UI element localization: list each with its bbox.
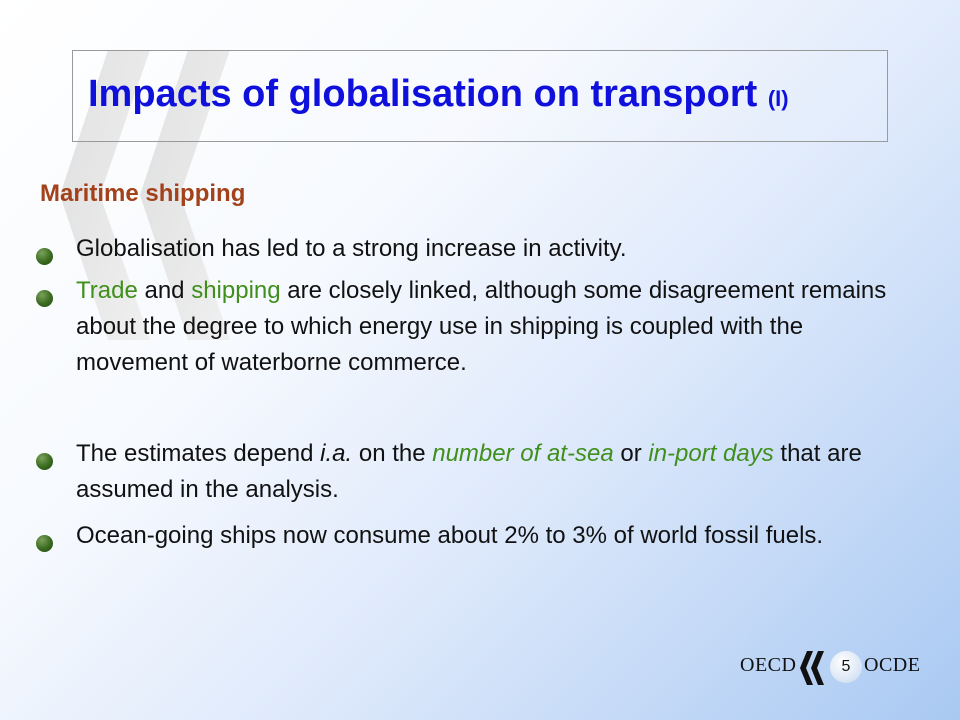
oecd-chevron-logo-icon bbox=[800, 651, 824, 685]
footer-ocde-label: OCDE bbox=[864, 654, 921, 676]
bullet-highlight-at-sea: number of at-sea bbox=[432, 440, 614, 467]
bullet-segment: and bbox=[137, 277, 192, 304]
bullet-dot-icon bbox=[36, 535, 53, 552]
bullet-segment: that are assumed in the analysis. bbox=[76, 440, 862, 503]
bullet-text: Ocean-going ships now consume about 2% t… bbox=[76, 518, 896, 554]
bullet-segment: Globalisation has led to a strong increa… bbox=[76, 235, 627, 262]
bullet-segment: or bbox=[613, 440, 649, 467]
bullet-segment: on the bbox=[352, 440, 433, 467]
footer-logo: OECD 5 OCDE bbox=[740, 648, 940, 688]
bullet-segment: are closely linked, although some disagr… bbox=[76, 277, 887, 376]
bullet-segment: The estimates depend bbox=[76, 440, 321, 467]
slide-title: Impacts of globalisation on transport (I… bbox=[88, 73, 789, 116]
bullet-highlight-in-port: in-port days bbox=[648, 440, 774, 467]
footer-oecd-label: OECD bbox=[740, 654, 797, 676]
title-frame bbox=[72, 50, 888, 142]
section-heading: Maritime shipping bbox=[40, 180, 246, 207]
bullet-highlight-trade: Trade bbox=[76, 277, 138, 304]
page-number: 5 bbox=[830, 651, 862, 683]
bullet-text: The estimates depend i.a. on the number … bbox=[76, 436, 896, 508]
bullet-text: Globalisation has led to a strong increa… bbox=[76, 231, 896, 267]
bullet-segment: Ocean-going ships now consume about 2% t… bbox=[76, 522, 824, 549]
bullet-dot-icon bbox=[36, 453, 53, 470]
oecd-chevron-watermark-icon bbox=[60, 50, 230, 340]
bullet-dot-icon bbox=[36, 290, 53, 307]
bullet-highlight-shipping: shipping bbox=[191, 277, 281, 304]
slide-title-suffix: (I) bbox=[767, 86, 789, 111]
bullet-dot-icon bbox=[36, 248, 53, 265]
slide-title-text: Impacts of globalisation on transport bbox=[88, 73, 758, 115]
bullet-italic-ia: i.a. bbox=[320, 440, 353, 467]
bullet-text: Trade and shipping are closely linked, a… bbox=[76, 273, 896, 381]
